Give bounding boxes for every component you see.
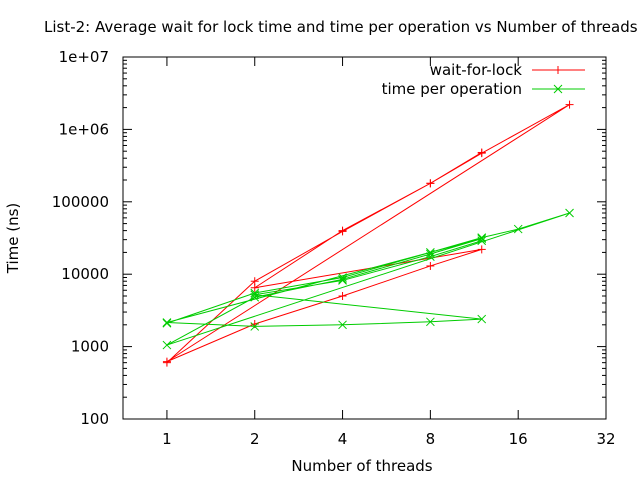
x-tick-label: 16 (509, 430, 528, 448)
data-point (565, 100, 574, 109)
legend-label: time per operation (382, 80, 522, 98)
data-point (426, 249, 435, 259)
y-tick-label: 1000 (71, 338, 109, 356)
data-point (338, 226, 347, 235)
data-point (250, 283, 259, 292)
data-point (162, 318, 172, 328)
data-point (250, 292, 260, 302)
data-point (426, 317, 435, 327)
x-tick-label: 2 (250, 430, 260, 448)
y-tick-label: 10000 (61, 265, 109, 283)
series-time-per-operation (162, 208, 574, 350)
y-axis: 100 1000 10000 100000 1e+06 1e+07 (52, 48, 606, 428)
data-point (426, 179, 435, 188)
data-point (477, 233, 487, 242)
x-tick-label: 1 (162, 430, 172, 448)
x-tick-label: 4 (338, 430, 348, 448)
series-wait-for-lock (162, 100, 574, 367)
data-point (565, 208, 574, 218)
data-point (162, 318, 172, 327)
data-point (162, 340, 172, 350)
series-layer (162, 100, 574, 367)
legend-marker (554, 66, 562, 74)
data-point (162, 357, 171, 366)
x-axis-title: Number of threads (291, 457, 432, 475)
data-point (477, 234, 487, 243)
chart-title: List-2: Average wait for lock time and t… (44, 18, 638, 36)
x-axis: 1 2 4 8 16 32 (162, 57, 616, 448)
data-point (338, 273, 347, 282)
data-point (426, 252, 435, 261)
y-tick-label: 100 (80, 410, 109, 428)
data-point (250, 322, 260, 331)
data-point (338, 291, 347, 300)
legend-label: wait-for-lock (430, 61, 523, 79)
data-point (513, 224, 523, 234)
data-point (426, 248, 435, 257)
y-axis-title: Time (ns) (4, 203, 22, 275)
data-point (477, 236, 487, 246)
data-point (338, 276, 347, 285)
legend-marker (553, 84, 563, 94)
y-tick-label: 1e+07 (59, 48, 109, 66)
y-tick-label: 1e+06 (59, 120, 109, 138)
data-point (338, 274, 347, 284)
data-point (477, 314, 487, 324)
data-point (477, 245, 486, 254)
plot-frame (122, 56, 607, 420)
x-tick-label: 32 (596, 430, 615, 448)
data-point (477, 148, 486, 157)
legend-entry: time per operation (382, 80, 585, 98)
data-point (250, 290, 260, 300)
data-point (426, 261, 435, 270)
legend-entry: wait-for-lock (430, 61, 585, 79)
data-point (250, 288, 260, 298)
data-point (338, 320, 347, 330)
y-tick-label: 100000 (52, 193, 109, 211)
x-tick-label: 8 (426, 430, 436, 448)
